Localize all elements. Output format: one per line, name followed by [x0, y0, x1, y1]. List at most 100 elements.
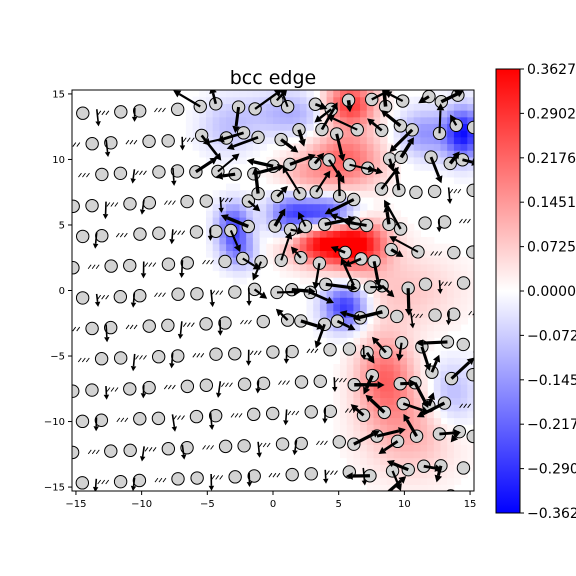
heat-cell [433, 397, 442, 405]
hatch-mark [144, 262, 157, 267]
hatch-mark [135, 170, 147, 176]
heat-cell [407, 263, 415, 272]
heat-cell [232, 237, 241, 245]
heat-cell [299, 277, 308, 285]
atom [132, 104, 147, 118]
heat-cell [366, 110, 375, 118]
heat-cell [393, 450, 401, 459]
heat-cell [440, 317, 448, 325]
heat-cell [266, 136, 274, 145]
atom [114, 105, 128, 119]
heat-cell [333, 310, 341, 318]
displacement-arrow [484, 248, 489, 262]
heat-cell [413, 270, 421, 278]
heat-cell [447, 297, 455, 305]
heat-cell [360, 230, 368, 238]
heat-cell [386, 303, 395, 312]
heat-cell [447, 323, 455, 332]
heat-cell [279, 223, 287, 231]
heat-cell [326, 136, 334, 145]
heat-cell [386, 417, 395, 425]
heat-cell [413, 143, 421, 151]
heat-cell [192, 136, 200, 145]
heat-cell [199, 96, 207, 104]
heat-cell [199, 150, 207, 158]
heat-cell [393, 457, 401, 465]
heat-cell [413, 317, 421, 325]
heat-cell [393, 330, 401, 338]
hatch-mark [77, 357, 90, 363]
hatch-mark [182, 322, 195, 327]
heat-cell [266, 176, 274, 185]
displacement-arrow [171, 414, 178, 432]
heat-cell [460, 263, 468, 272]
atom [466, 429, 474, 444]
heat-cell [366, 410, 375, 419]
heat-cell [373, 457, 381, 465]
heat-cell [420, 390, 428, 399]
heat-cell [393, 257, 401, 265]
heat-cell [333, 390, 341, 399]
heat-cell [340, 116, 348, 125]
heat-cell [467, 176, 474, 185]
colorbar-tick-label: −0.1451 [527, 373, 576, 389]
heat-cell [413, 150, 421, 158]
heat-cell [206, 103, 214, 111]
heat-cell [353, 350, 361, 358]
heat-cell [340, 156, 348, 165]
displacement-arrow [246, 288, 252, 306]
heat-cell [353, 110, 361, 118]
heat-cell [326, 250, 334, 258]
heat-cell [252, 216, 261, 225]
atom [171, 472, 185, 486]
displacement-arrow [399, 137, 414, 159]
heat-cell [386, 484, 395, 491]
hatch-mark [182, 137, 195, 143]
colorbar: 0.3627 0.2902 0.2176 0.1451 0.0725 0.0000 −0.0… [495, 62, 576, 522]
heat-cell [246, 123, 254, 131]
heat-cell [413, 323, 421, 332]
heat-cell [393, 424, 401, 432]
heat-cell [453, 130, 462, 138]
displacement-arrow [252, 261, 263, 281]
heat-cell [333, 237, 341, 245]
heat-cell [306, 170, 314, 178]
heat-cell [373, 116, 381, 125]
heat-cell [380, 450, 388, 459]
heat-cell [407, 357, 415, 365]
heat-cell [380, 263, 388, 272]
heat-cell [366, 230, 375, 238]
heat-cell [460, 444, 468, 452]
heat-cell [199, 123, 207, 131]
heat-cell [440, 297, 448, 305]
displacement-arrow [94, 293, 101, 307]
displacement-arrow [209, 289, 215, 308]
heat-cell [460, 350, 468, 358]
heat-cell [353, 464, 361, 472]
heat-cell [407, 270, 415, 278]
heat-cell [413, 350, 421, 358]
heat-cell [373, 477, 381, 485]
atom [161, 318, 175, 333]
heat-cell [413, 297, 421, 305]
heat-cell [460, 377, 468, 385]
heat-cell [293, 243, 301, 251]
atom [208, 408, 223, 423]
heat-cell [407, 484, 415, 491]
heat-cell [413, 457, 421, 465]
atom [170, 102, 185, 117]
heat-cell [219, 216, 227, 225]
heat-cell [219, 110, 227, 118]
heat-cell [286, 176, 294, 185]
heat-cell [393, 357, 401, 365]
heat-cell [259, 143, 267, 151]
heat-cell [286, 90, 294, 98]
heat-cell [239, 237, 247, 245]
heat-cell [440, 257, 448, 265]
atom [315, 122, 329, 137]
heat-cell [259, 210, 267, 218]
displacement-arrow [367, 166, 384, 175]
heat-cell [400, 317, 408, 325]
heat-cell [340, 297, 348, 305]
heat-cell [340, 364, 348, 372]
